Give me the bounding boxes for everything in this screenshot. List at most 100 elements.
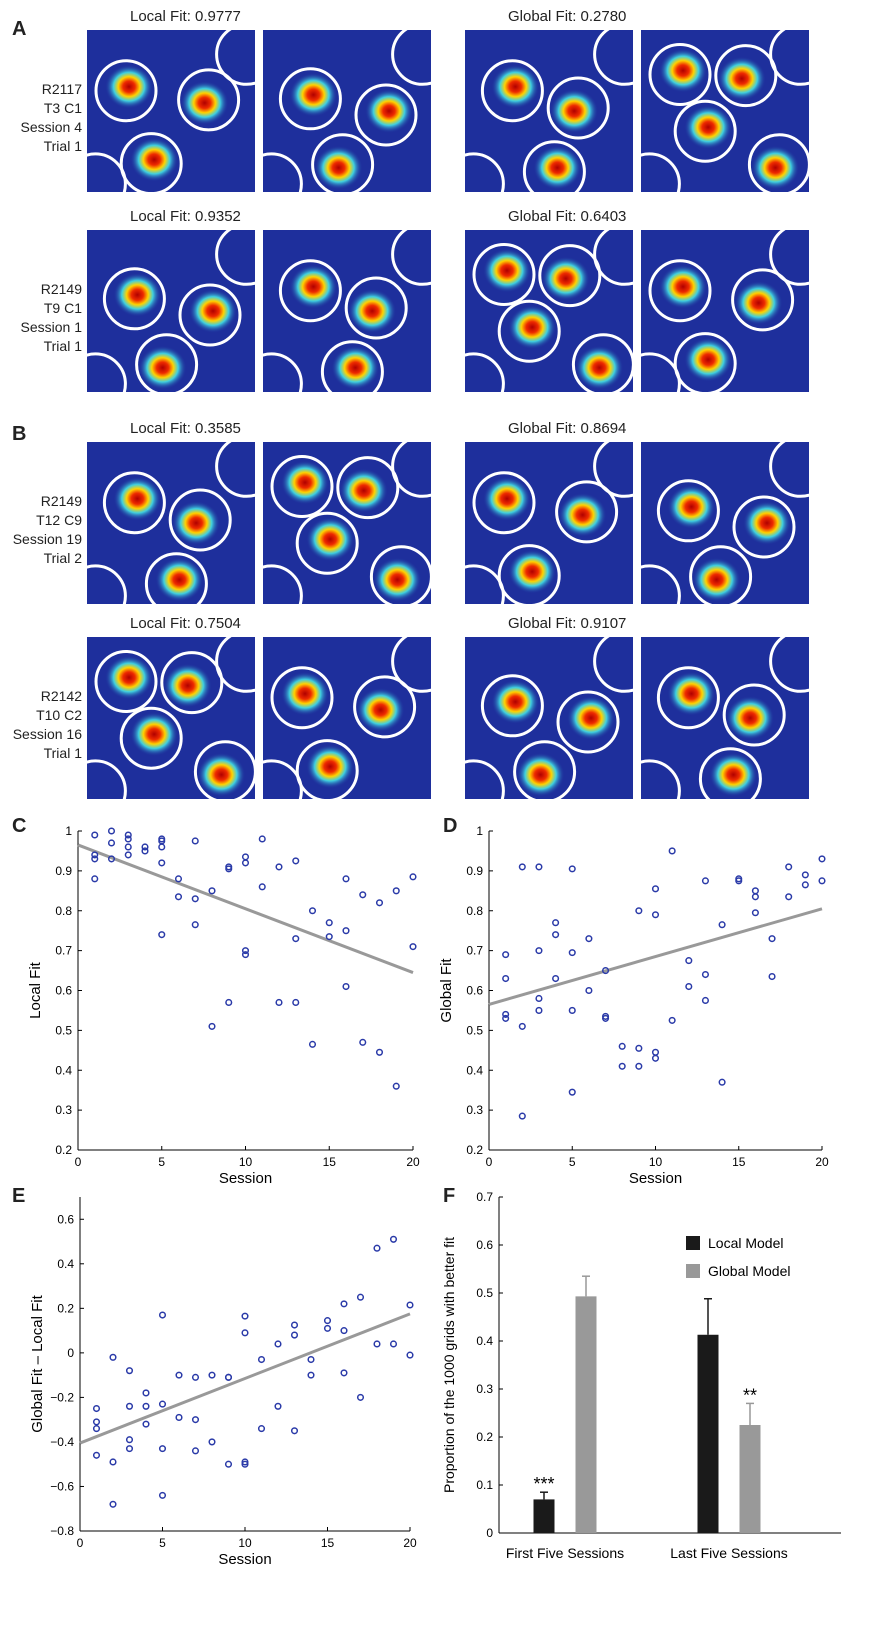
firing-field — [306, 517, 355, 562]
grid-fit-circle — [689, 545, 753, 604]
data-point — [801, 871, 809, 879]
x-axis-label: Session — [218, 1551, 271, 1568]
x-tick-label: 10 — [238, 1536, 252, 1550]
rate-map-image — [465, 230, 633, 392]
map-row-label-line: Session 1 — [20, 319, 82, 335]
firing-field — [667, 484, 716, 529]
grid-fit-circle — [769, 30, 809, 86]
grid-fit-circle — [215, 30, 255, 86]
y-tick-label: −0.2 — [50, 1390, 74, 1404]
grid-fit-circle — [555, 480, 619, 544]
data-point — [718, 921, 726, 929]
firing-field — [491, 679, 540, 724]
data-point — [751, 909, 759, 917]
regression-line — [77, 843, 414, 974]
data-point — [375, 899, 384, 907]
grid-fit-circle — [215, 442, 255, 498]
grid-fit-circle — [391, 30, 431, 86]
x-tick-label: 15 — [732, 1155, 746, 1169]
rate-map-image — [641, 637, 809, 799]
data-point — [292, 857, 300, 865]
data-point — [107, 839, 116, 847]
data-point — [585, 986, 593, 995]
legend-label: Global Model — [708, 1263, 791, 1279]
rate-map-image — [263, 637, 431, 799]
y-tick-label: 0.2 — [466, 1143, 483, 1157]
y-tick-label: −0.8 — [50, 1524, 74, 1538]
firing-field — [483, 476, 531, 521]
data-point — [340, 1369, 348, 1377]
x-tick-label: 0 — [486, 1155, 493, 1169]
data-point — [375, 1048, 384, 1056]
grid-fit-circle — [472, 243, 536, 306]
grid-fit-circle — [497, 544, 561, 604]
grid-fit-circle — [641, 759, 681, 799]
grid-fit-circle — [263, 152, 303, 192]
rate-map-image — [87, 442, 255, 604]
data-point — [342, 875, 350, 883]
category-label: Last Five Sessions — [670, 1545, 788, 1561]
data-point — [602, 1014, 610, 1022]
scatter-chart-fit-difference: 0 5 10 15 20 −0.8 −0.6 −0.4 −0.2 0 0.2 0.4 0.6 Sessio… — [29, 1197, 417, 1568]
map-title-local: Local Fit: 0.7504 — [130, 615, 241, 632]
data-point — [290, 1427, 299, 1435]
firing-field — [667, 671, 716, 716]
data-point — [191, 921, 199, 929]
firing-field — [709, 752, 758, 797]
grid-fit-circle — [648, 259, 712, 323]
x-tick-label: 10 — [649, 1155, 663, 1169]
data-point — [275, 998, 283, 1007]
data-point — [290, 1321, 299, 1329]
y-tick-label: 0.3 — [466, 1103, 483, 1117]
category-label: First Five Sessions — [506, 1545, 624, 1561]
firing-field — [575, 345, 624, 390]
rate-map-image — [263, 442, 431, 604]
grid-fit-circle — [465, 564, 505, 604]
map-row-label-line: R2142 — [40, 688, 82, 704]
x-tick-label: 5 — [159, 1536, 166, 1550]
map-row-label-line: R2149 — [40, 281, 82, 297]
y-tick-label: 1 — [476, 824, 483, 838]
firing-field — [348, 289, 397, 333]
firing-field — [684, 337, 733, 382]
data-point — [359, 891, 367, 899]
firing-field — [726, 696, 775, 740]
grid-fit-circle — [648, 43, 712, 106]
panel-letter-c: C — [12, 815, 27, 837]
data-point — [651, 911, 660, 919]
data-point — [342, 982, 350, 991]
map-row-label: R2117 T3 C1 Session 4 Trial 1 — [0, 80, 82, 156]
x-tick-label: 20 — [403, 1536, 417, 1550]
grid-fit-circle — [87, 352, 127, 392]
firing-field — [172, 501, 221, 545]
y-tick-label: 0.9 — [55, 864, 72, 878]
map-row-label-line: Trial 1 — [43, 138, 82, 154]
map-row-label-line: Session 4 — [20, 119, 82, 135]
data-point — [373, 1340, 381, 1348]
grid-fit-circle — [497, 299, 561, 363]
map-title-global: Global Fit: 0.8694 — [508, 420, 627, 437]
firing-field — [197, 752, 246, 797]
map-title-local: Local Fit: 0.3585 — [130, 420, 241, 437]
panel-letter-b: B — [12, 423, 27, 445]
data-point — [535, 1006, 543, 1014]
data-point — [618, 1062, 626, 1070]
grid-fit-circle — [472, 471, 536, 535]
data-point — [535, 994, 543, 1003]
regression-line — [488, 907, 823, 1006]
data-point — [409, 873, 417, 881]
y-tick-label: 0.5 — [476, 1286, 493, 1300]
grid-fit-circle — [593, 30, 633, 86]
data-point — [142, 1402, 150, 1410]
data-point — [502, 1014, 510, 1022]
data-point — [125, 1445, 134, 1453]
data-point — [701, 996, 710, 1005]
map-row-label-line: Trial 2 — [43, 550, 82, 566]
y-tick-label: −0.6 — [50, 1479, 74, 1493]
panel-letter-e: E — [12, 1185, 26, 1207]
map-row-label-line: Trial 1 — [43, 338, 82, 354]
data-point — [568, 865, 576, 873]
data-point — [258, 835, 266, 843]
data-point — [406, 1301, 414, 1309]
rate-map-image — [87, 30, 255, 192]
